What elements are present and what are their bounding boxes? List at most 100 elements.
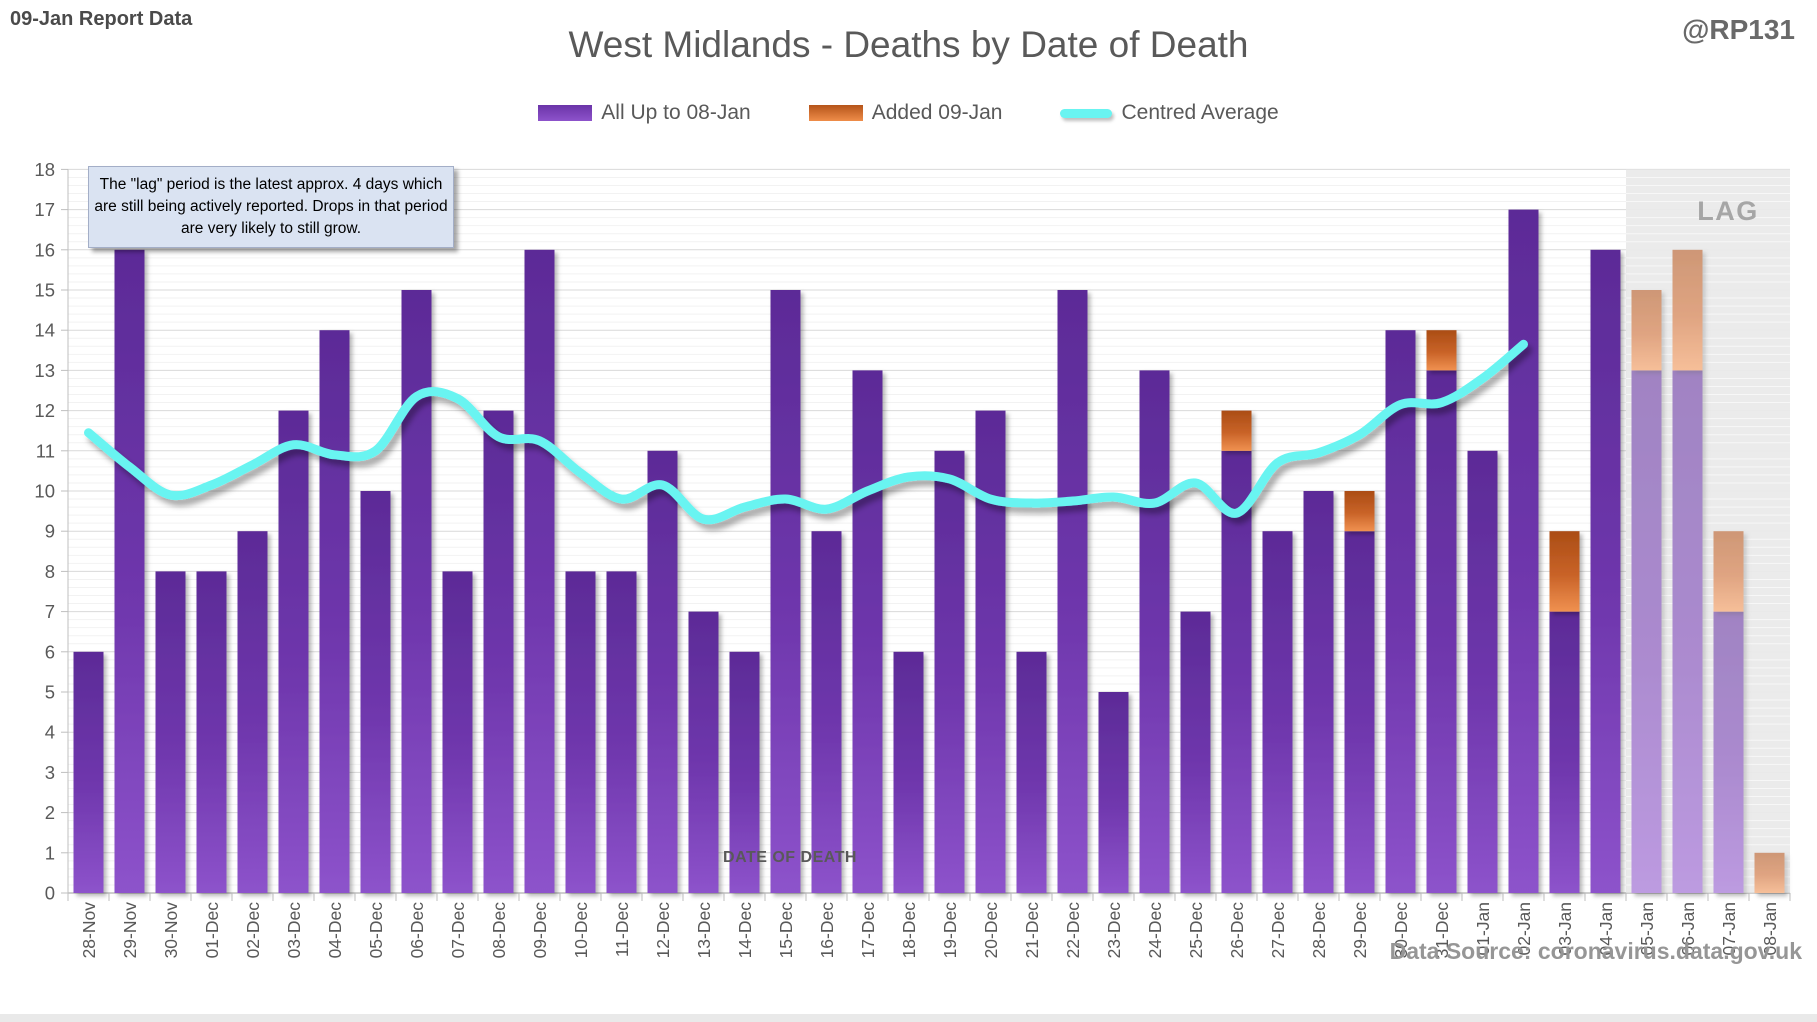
chart-title: West Midlands - Deaths by Date of Death xyxy=(568,24,1249,65)
bar-all-01-Jan xyxy=(1467,450,1498,893)
x-tick-label-17-Dec: 17-Dec xyxy=(858,902,878,959)
bar-all-09-Dec xyxy=(524,249,555,894)
x-axis-title: DATE OF DEATH xyxy=(723,849,857,866)
bar-all-23-Dec xyxy=(1098,692,1129,893)
bar-all-26-Dec xyxy=(1221,450,1252,893)
bar-all-31-Dec xyxy=(1426,370,1457,893)
y-tick-label-3: 3 xyxy=(45,762,55,783)
cyan-series-swatch xyxy=(1060,108,1113,118)
x-tick-label-29-Nov: 29-Nov xyxy=(120,902,140,959)
bar-all-16-Dec xyxy=(811,531,842,893)
bar-all-04-Jan xyxy=(1590,249,1621,894)
x-tick-label-07-Jan: 07-Jan xyxy=(1719,902,1739,956)
y-tick-label-13: 13 xyxy=(34,360,55,381)
x-tick-label-01-Jan: 01-Jan xyxy=(1473,902,1493,956)
purple-series-swatch xyxy=(538,105,593,121)
x-tick-label-21-Dec: 21-Dec xyxy=(1022,902,1042,959)
x-tick-label-22-Dec: 22-Dec xyxy=(1063,902,1083,959)
bar-all-15-Dec xyxy=(770,290,801,893)
y-tick-label-8: 8 xyxy=(45,561,55,582)
legend-item-centred-average: Centred Average xyxy=(1060,101,1279,125)
x-tick-label-26-Dec: 26-Dec xyxy=(1227,902,1247,959)
bar-all-28-Nov xyxy=(73,651,104,893)
x-tick-label-14-Dec: 14-Dec xyxy=(735,902,755,959)
x-tick-label-03-Jan: 03-Jan xyxy=(1555,902,1575,956)
x-tick-label-16-Dec: 16-Dec xyxy=(817,902,837,959)
bar-added-31-Dec xyxy=(1426,330,1457,371)
x-tick-label-29-Dec: 29-Dec xyxy=(1350,902,1370,959)
legend-label: Added 09-Jan xyxy=(871,101,1003,124)
x-tick-label-05-Dec: 05-Dec xyxy=(366,902,386,959)
bar-all-30-Dec xyxy=(1385,330,1416,893)
bar-all-12-Dec xyxy=(647,450,678,893)
bar-all-06-Jan xyxy=(1672,370,1703,893)
x-tick-label-08-Jan: 08-Jan xyxy=(1760,902,1780,956)
y-tick-label-0: 0 xyxy=(45,883,55,904)
bar-all-17-Dec xyxy=(852,370,883,893)
x-tick-label-07-Dec: 07-Dec xyxy=(448,902,468,959)
x-tick-label-30-Dec: 30-Dec xyxy=(1391,902,1411,959)
bar-all-25-Dec xyxy=(1180,611,1211,893)
bar-added-26-Dec xyxy=(1221,410,1252,451)
x-tick-label-02-Jan: 02-Jan xyxy=(1514,902,1534,956)
bar-all-03-Dec xyxy=(278,410,309,893)
bar-all-19-Dec xyxy=(934,450,965,893)
bar-all-20-Dec xyxy=(975,410,1006,893)
bar-all-01-Dec xyxy=(196,571,227,893)
bar-added-07-Jan xyxy=(1713,531,1744,612)
bar-added-03-Jan xyxy=(1549,531,1580,612)
bar-all-24-Dec xyxy=(1139,370,1170,893)
x-tick-label-27-Dec: 27-Dec xyxy=(1268,902,1288,959)
bar-all-08-Dec xyxy=(483,410,514,893)
bar-all-18-Dec xyxy=(893,651,924,893)
y-tick-label-10: 10 xyxy=(34,481,55,502)
author-handle: @RP131 xyxy=(1682,14,1795,45)
x-tick-label-24-Dec: 24-Dec xyxy=(1145,902,1165,959)
legend-item-added-09-jan: Added 09-Jan xyxy=(808,101,1003,125)
bar-all-29-Dec xyxy=(1344,531,1375,893)
x-tick-label-25-Dec: 25-Dec xyxy=(1186,902,1206,959)
bar-all-28-Dec xyxy=(1303,491,1334,893)
bar-all-05-Jan xyxy=(1631,370,1662,893)
report-data-label: 09-Jan Report Data xyxy=(10,8,193,30)
centred-average-line xyxy=(84,339,1528,525)
x-tick-label-08-Dec: 08-Dec xyxy=(489,902,509,959)
x-tick-label-04-Jan: 04-Jan xyxy=(1596,902,1616,956)
x-tick-label-12-Dec: 12-Dec xyxy=(653,902,673,959)
y-tick-label-12: 12 xyxy=(34,400,55,421)
bar-all-22-Dec xyxy=(1057,290,1088,893)
y-tick-label-18: 18 xyxy=(34,159,55,180)
x-tick-label-04-Dec: 04-Dec xyxy=(325,902,345,959)
y-tick-label-2: 2 xyxy=(45,802,55,823)
x-tick-label-10-Dec: 10-Dec xyxy=(571,902,591,959)
y-tick-label-15: 15 xyxy=(34,280,55,301)
y-tick-label-11: 11 xyxy=(36,440,55,461)
bar-all-07-Dec xyxy=(442,571,473,893)
y-tick-label-7: 7 xyxy=(45,601,55,622)
lag-region-overlay xyxy=(1626,169,1790,893)
x-tick-label-18-Dec: 18-Dec xyxy=(899,902,919,959)
bar-added-08-Jan xyxy=(1754,852,1785,893)
x-tick-label-02-Dec: 02-Dec xyxy=(243,902,263,959)
bar-all-27-Dec xyxy=(1262,531,1293,893)
x-tick-label-19-Dec: 19-Dec xyxy=(940,902,960,959)
x-tick-label-01-Dec: 01-Dec xyxy=(202,902,222,959)
bar-all-03-Jan xyxy=(1549,611,1580,893)
x-tick-label-28-Nov: 28-Nov xyxy=(79,902,99,959)
legend-item-all-up-to-08-jan: All Up to 08-Jan xyxy=(538,101,751,125)
bar-all-13-Dec xyxy=(688,611,719,893)
y-tick-label-9: 9 xyxy=(45,521,55,542)
x-tick-label-31-Dec: 31-Dec xyxy=(1432,902,1452,959)
y-tick-label-14: 14 xyxy=(34,320,55,341)
bar-added-05-Jan xyxy=(1631,290,1662,371)
bar-all-30-Nov xyxy=(155,571,186,893)
bar-all-10-Dec xyxy=(565,571,596,893)
x-tick-label-28-Dec: 28-Dec xyxy=(1309,902,1329,959)
bar-all-11-Dec xyxy=(606,571,637,893)
y-tick-label-1: 1 xyxy=(45,842,55,863)
lag-region-label: LAG xyxy=(1697,196,1759,226)
x-tick-label-15-Dec: 15-Dec xyxy=(776,902,796,959)
x-tick-label-11-Dec: 11-Dec xyxy=(612,902,632,957)
y-tick-label-17: 17 xyxy=(34,199,55,220)
bar-all-07-Jan xyxy=(1713,611,1744,893)
